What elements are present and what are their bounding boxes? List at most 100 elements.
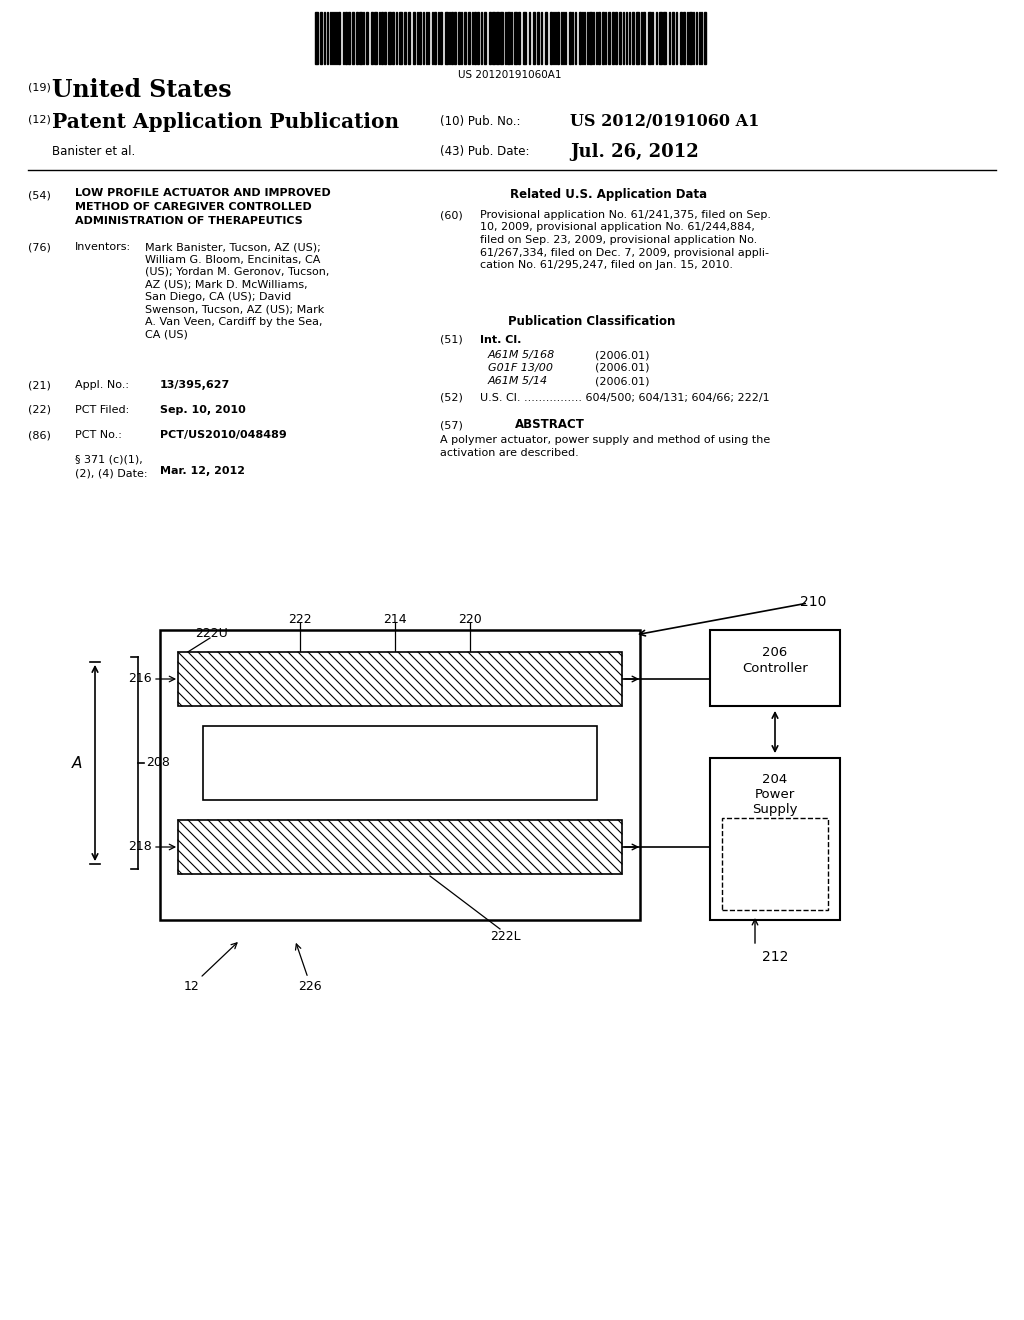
Bar [356,12,358,63]
Text: Patent Application Publication: Patent Application Publication [52,112,399,132]
Text: 206: 206 [763,645,787,659]
Text: ABSTRACT: ABSTRACT [515,418,585,432]
Text: Provisional application No. 61/241,375, filed on Sep.: Provisional application No. 61/241,375, … [480,210,771,220]
Text: (86): (86) [28,430,51,440]
Bar [454,12,456,63]
Text: A polymer actuator, power supply and method of using the: A polymer actuator, power supply and met… [440,436,770,445]
Bar [636,12,639,63]
Bar [612,12,614,63]
Text: (52): (52) [440,393,463,403]
Bar [399,12,402,63]
Text: 210: 210 [800,595,826,609]
Text: Int. Cl.: Int. Cl. [480,335,521,345]
Text: A61M 5/14: A61M 5/14 [488,376,548,385]
Bar [408,12,410,63]
Text: (22): (22) [28,405,51,414]
Bar [598,12,600,63]
Text: Inventors:: Inventors: [75,242,131,252]
Text: US 2012/0191060 A1: US 2012/0191060 A1 [570,114,760,129]
Bar [160,630,640,920]
Text: (2), (4) Date:: (2), (4) Date: [75,469,147,478]
Bar [537,12,539,63]
Bar [178,652,622,706]
Bar [178,820,622,874]
Text: (10) Pub. No.:: (10) Pub. No.: [440,115,520,128]
Text: (76): (76) [28,242,51,252]
Bar [523,12,526,63]
Text: 61/267,334, filed on Dec. 7, 2009, provisional appli-: 61/267,334, filed on Dec. 7, 2009, provi… [480,248,769,257]
Text: (51): (51) [440,335,463,345]
Bar [434,12,436,63]
Bar [507,12,510,63]
Bar [413,12,415,63]
Text: William G. Bloom, Encinitas, CA: William G. Bloom, Encinitas, CA [145,255,321,264]
Text: 208: 208 [146,756,170,770]
Bar [451,12,453,63]
Text: (2006.01): (2006.01) [595,376,649,385]
Bar [659,12,662,63]
Bar [496,12,499,63]
Text: Related U.S. Application Data: Related U.S. Application Data [510,187,708,201]
Bar [648,12,651,63]
Text: § 371 (c)(1),: § 371 (c)(1), [75,455,142,465]
Text: Mar. 12, 2012: Mar. 12, 2012 [160,466,245,477]
Bar [489,12,490,63]
Text: Controller: Controller [742,663,808,675]
Text: PCT Filed:: PCT Filed: [75,405,129,414]
Bar [492,12,495,63]
Text: CA (US): CA (US) [145,330,187,339]
Bar [663,12,666,63]
Bar [722,818,828,909]
Bar [643,12,645,63]
Text: 218: 218 [128,841,152,854]
Text: 216: 216 [128,672,152,685]
Text: US 20120191060A1: US 20120191060A1 [459,70,562,81]
Bar [458,12,460,63]
Bar [602,12,604,63]
Bar [683,12,685,63]
Bar [310,12,710,63]
Text: (57): (57) [440,420,463,430]
Bar [440,12,442,63]
Bar [545,12,547,63]
Bar [477,12,479,63]
Text: Swenson, Tucson, AZ (US); Mark: Swenson, Tucson, AZ (US); Mark [145,305,325,314]
Text: A61M 5/168: A61M 5/168 [488,350,555,360]
Bar [710,630,840,706]
Bar [618,12,621,63]
Bar [518,12,520,63]
Bar [348,12,350,63]
Bar [557,12,559,63]
Bar [550,12,552,63]
Bar [579,12,581,63]
Bar [371,12,373,63]
Text: activation are described.: activation are described. [440,447,579,458]
Text: 222L: 222L [490,931,520,942]
Text: U.S. Cl. ................ 604/500; 604/131; 604/66; 222/1: U.S. Cl. ................ 604/500; 604/1… [480,393,770,403]
Text: A. Van Veen, Cardiff by the Sea,: A. Van Veen, Cardiff by the Sea, [145,317,323,327]
Text: (60): (60) [440,210,463,220]
Text: filed on Sep. 23, 2009, provisional application No.: filed on Sep. 23, 2009, provisional appl… [480,235,758,246]
Bar [705,12,706,63]
Bar [374,12,377,63]
Bar [381,12,383,63]
Text: AZ (US); Mark D. McWilliams,: AZ (US); Mark D. McWilliams, [145,280,307,289]
Text: PCT No.:: PCT No.: [75,430,122,440]
Text: San Diego, CA (US); David: San Diego, CA (US); David [145,292,291,302]
Bar [589,12,592,63]
Bar [500,12,503,63]
Text: 220: 220 [458,612,482,626]
Bar [345,12,347,63]
Bar [404,12,406,63]
Text: Banister et al.: Banister et al. [52,145,135,158]
Text: 12: 12 [184,979,200,993]
Text: Jul. 26, 2012: Jul. 26, 2012 [570,143,698,161]
Text: A: A [72,755,82,771]
Bar [680,12,682,63]
Bar [384,12,386,63]
Text: 222: 222 [288,612,312,626]
Text: 222U: 222U [195,627,227,640]
Text: Publication Classification: Publication Classification [508,315,676,327]
Text: (US); Yordan M. Geronov, Tucson,: (US); Yordan M. Geronov, Tucson, [145,267,330,277]
Text: Mark Banister, Tucson, AZ (US);: Mark Banister, Tucson, AZ (US); [145,242,321,252]
